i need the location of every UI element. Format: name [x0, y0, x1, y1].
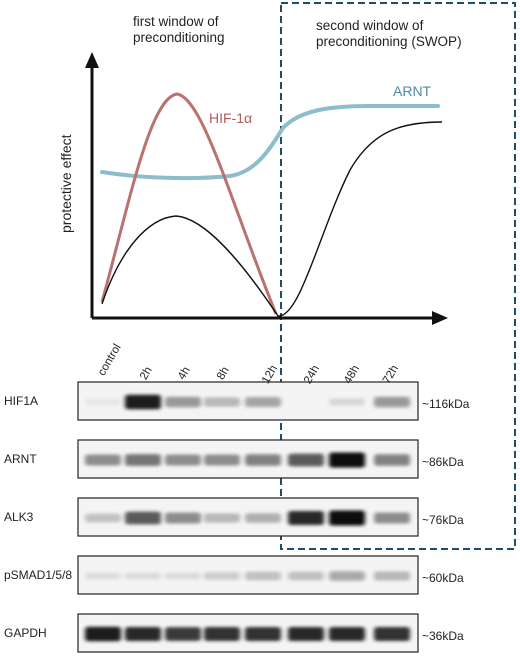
- second-window-title: second window of preconditioning (SWOP): [316, 18, 462, 50]
- protein-label: ALK3: [4, 510, 34, 524]
- blot-band: [125, 394, 161, 410]
- blot-band: [374, 571, 410, 581]
- size-label: ~76kDa: [422, 513, 464, 527]
- second-window-line1: second window of: [316, 18, 424, 33]
- size-label: ~116kDa: [422, 397, 470, 411]
- first-window-title: first window of preconditioning: [133, 14, 225, 46]
- blot-band: [288, 453, 324, 467]
- blot-band: [204, 513, 240, 523]
- blot-band: [85, 572, 121, 580]
- blot-band: [329, 510, 365, 526]
- blot-band: [125, 454, 161, 466]
- blot-band: [85, 626, 121, 642]
- blot-band: [374, 396, 410, 408]
- blot-band: [125, 572, 161, 580]
- size-label: ~36kDa: [422, 629, 464, 643]
- blot-band: [165, 396, 201, 408]
- blot-band: [288, 510, 324, 526]
- blot-band: [245, 513, 281, 523]
- blot-band: [125, 511, 161, 525]
- blot-band: [245, 627, 281, 641]
- y-axis-arrowhead: [85, 52, 99, 68]
- blot-band: [204, 454, 240, 466]
- second-window-line2: preconditioning (SWOP): [316, 34, 462, 49]
- size-label: ~86kDa: [422, 455, 464, 469]
- swop-window-box: [280, 2, 516, 550]
- blot-band: [165, 512, 201, 524]
- blot-band: [374, 512, 410, 524]
- blot-band: [85, 454, 121, 466]
- x-axis-arrowhead: [432, 311, 448, 325]
- blot-band: [165, 454, 201, 466]
- first-window-line2: preconditioning: [133, 30, 225, 45]
- protein-label: pSMAD1/5/8: [4, 568, 73, 582]
- black-curve: [101, 121, 443, 317]
- blot-band: [374, 454, 410, 466]
- blot-band: [288, 626, 324, 642]
- blot-band: [288, 571, 324, 581]
- blot-band: [85, 513, 121, 523]
- blot-band: [204, 572, 240, 580]
- hif-curve: [100, 92, 278, 315]
- blot-band: [245, 454, 281, 466]
- protein-label: GAPDH: [4, 626, 47, 640]
- blot-band: [329, 398, 365, 406]
- size-label: ~60kDa: [422, 571, 464, 585]
- blot-band: [329, 626, 365, 642]
- blot-band: [85, 398, 121, 406]
- blot-band: [374, 627, 410, 641]
- hif-curve-label: HIF-1α: [209, 110, 253, 126]
- blot-band: [165, 627, 201, 641]
- y-axis-label: protective effect: [58, 134, 74, 233]
- blot-band: [165, 572, 201, 580]
- western-blot: [77, 381, 419, 653]
- arnt-curve: [100, 104, 440, 181]
- protein-label: HIF1A: [4, 394, 39, 408]
- arnt-curve-label: ARNT: [393, 83, 432, 99]
- blot-band: [204, 627, 240, 641]
- blot-band: [245, 571, 281, 581]
- blot-band: [204, 397, 240, 407]
- blot-band: [329, 452, 365, 468]
- blot-band: [329, 571, 365, 581]
- protein-label: ARNT: [4, 452, 37, 466]
- blot-band: [245, 396, 281, 408]
- first-window-line1: first window of: [133, 14, 219, 29]
- blot-band: [125, 626, 161, 642]
